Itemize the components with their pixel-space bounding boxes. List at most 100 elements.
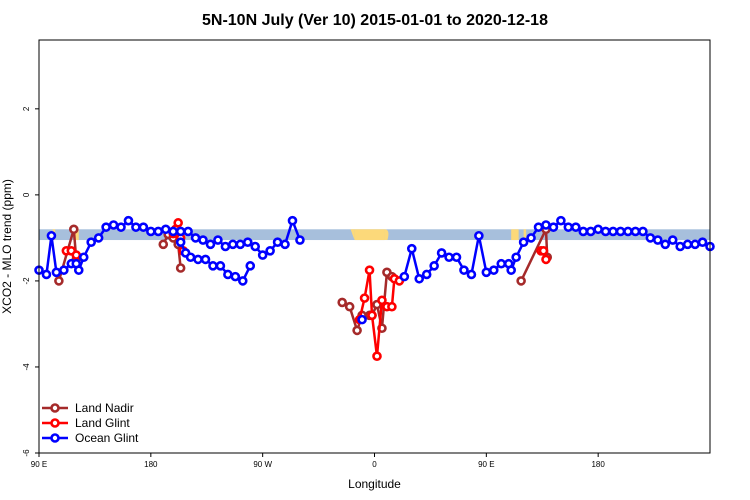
data-point (414, 273, 425, 284)
data-point (220, 241, 231, 252)
legend-marker (50, 433, 60, 443)
data-point (131, 222, 141, 232)
data-point (265, 246, 275, 256)
data-point (158, 239, 169, 250)
data-point (46, 230, 57, 241)
data-point (108, 220, 119, 230)
data-point (272, 237, 283, 247)
data-point (357, 314, 367, 325)
data-point (51, 267, 62, 278)
data-point (675, 241, 685, 252)
data-point (466, 269, 477, 280)
data-point (563, 222, 574, 232)
data-point (406, 243, 417, 254)
x-tick-label: 90 W (253, 460, 272, 469)
data-point (570, 222, 581, 232)
data-point (215, 261, 226, 271)
data-point (697, 237, 708, 247)
land-band (523, 229, 527, 241)
data-point (399, 271, 410, 282)
data-point (667, 235, 678, 245)
data-point (280, 239, 290, 250)
data-point (59, 265, 69, 275)
data-point (287, 215, 298, 226)
data-point (71, 250, 82, 260)
data-point (600, 226, 611, 237)
land-band (350, 229, 355, 241)
data-point (533, 222, 544, 232)
data-point (372, 351, 382, 362)
y-tick-label: -6 (22, 449, 31, 457)
data-point (344, 301, 355, 312)
data-point (359, 293, 370, 303)
land-band (511, 229, 519, 241)
data-point (377, 295, 387, 306)
data-point (153, 226, 164, 237)
legend-label: Land Glint (75, 416, 130, 430)
data-point (436, 248, 447, 258)
legend-item: Ocean Glint (42, 431, 139, 445)
data-point (578, 226, 589, 237)
data-point (175, 237, 186, 247)
series-land-glint (61, 218, 551, 362)
x-tick-label: 180 (591, 460, 605, 469)
data-point (615, 226, 626, 237)
data-point (78, 252, 89, 263)
data-point (364, 265, 375, 275)
chart-title: 5N-10N July (Ver 10) 2015-01-01 to 2020-… (202, 12, 548, 29)
legend-item: Land Glint (42, 416, 130, 430)
data-point (213, 235, 223, 245)
legend-label: Ocean Glint (75, 431, 139, 445)
data-point (68, 224, 79, 235)
data-point (459, 265, 469, 275)
data-point (250, 241, 261, 252)
legend-marker (50, 403, 60, 413)
land-band (384, 229, 389, 241)
data-point (444, 252, 454, 263)
data-point (235, 239, 246, 250)
data-point (660, 239, 671, 250)
data-point (205, 239, 216, 250)
data-point (160, 224, 171, 235)
data-point (228, 239, 238, 250)
data-point (638, 226, 648, 237)
data-point (682, 239, 693, 250)
x-tick-label: 0 (372, 460, 377, 469)
data-point (630, 226, 641, 237)
x-tick-label: 90 E (478, 460, 494, 469)
data-point (54, 276, 64, 286)
data-point (585, 226, 596, 237)
data-point (556, 215, 566, 226)
data-point (526, 233, 536, 243)
legend-item: Land Nadir (42, 401, 134, 415)
data-point (138, 222, 149, 232)
y-tick-label: -2 (22, 277, 31, 285)
data-point (245, 261, 256, 271)
data-point (93, 233, 104, 243)
legend-marker (50, 418, 60, 428)
data-point (237, 276, 248, 286)
data-point (690, 239, 700, 250)
series-ocean-glint (34, 215, 715, 325)
data-point (116, 222, 126, 232)
data-point (73, 265, 84, 275)
x-tick-label: 90 E (31, 460, 47, 469)
data-point (541, 220, 551, 230)
data-point (541, 254, 551, 265)
data-point (367, 310, 377, 321)
land-band (354, 229, 385, 241)
data-point (123, 215, 134, 226)
data-point (352, 325, 362, 336)
series-layer (34, 215, 715, 362)
land-band (75, 229, 79, 241)
data-point (623, 226, 633, 237)
data-point (208, 261, 218, 271)
data-point (190, 233, 201, 243)
data-point (230, 271, 241, 282)
data-point (548, 222, 559, 232)
data-point (41, 269, 52, 280)
data-point (223, 269, 233, 280)
data-point (496, 258, 507, 269)
data-point (387, 301, 397, 312)
